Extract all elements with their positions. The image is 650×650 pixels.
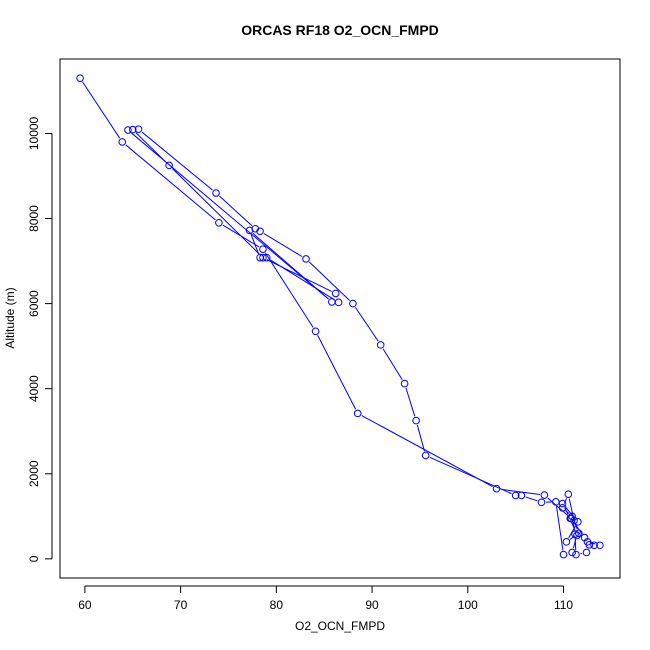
data-point (568, 512, 576, 521)
series-line-segment (308, 261, 351, 301)
series-line-segment (547, 497, 569, 516)
data-point (376, 341, 385, 349)
data-point (582, 548, 591, 557)
data-point (573, 531, 581, 540)
data-point (590, 541, 598, 550)
data-point (558, 504, 567, 512)
x-tick-label: 100 (458, 598, 478, 612)
series-line-segment (525, 496, 538, 502)
data-point (259, 253, 267, 262)
x-tick-label: 90 (365, 598, 379, 612)
data-point (568, 548, 576, 557)
data-point (575, 529, 583, 538)
series-line-segment (382, 348, 403, 381)
data-point (331, 289, 340, 298)
y-tick-label: 4000 (27, 375, 41, 402)
x-tick-label: 80 (270, 598, 284, 612)
data-point (570, 516, 578, 525)
data-point (128, 125, 137, 134)
data-point (564, 490, 573, 498)
data-point (302, 255, 310, 263)
y-axis-label: Altitude (m) (3, 287, 17, 348)
data-point (165, 161, 173, 170)
y-tick-label: 2000 (27, 460, 41, 487)
data-point (585, 541, 594, 549)
data-point (421, 451, 430, 460)
x-tick-label: 110 (554, 598, 573, 612)
data-point (212, 189, 220, 197)
series-line-segment (572, 539, 577, 549)
series-line-segment (82, 81, 121, 139)
series-line-segment (416, 424, 425, 452)
data-point (540, 491, 549, 499)
series-line-segment (355, 307, 379, 342)
x-tick-label: 60 (78, 598, 92, 612)
series-line-segment (556, 506, 564, 551)
series-line-segment (564, 507, 569, 515)
series-line-segment (575, 524, 578, 530)
series-line-segment (171, 168, 261, 255)
data-point (572, 550, 580, 559)
series-line-segment (569, 535, 576, 540)
x-tick-label: 70 (174, 598, 188, 612)
x-axis: 60 70 80 90 100 110 (78, 585, 573, 612)
data-point (334, 298, 343, 307)
series-line-segment (361, 415, 493, 487)
data-point (349, 299, 357, 308)
y-tick-label: 0 (27, 555, 41, 562)
data-point (596, 541, 604, 550)
series-line-segment (571, 522, 576, 532)
data-point (517, 491, 526, 500)
data-point (215, 218, 223, 227)
series-line-segment (405, 387, 416, 417)
series-line-segment (125, 144, 216, 221)
series-layer (76, 74, 604, 559)
data-point (558, 499, 567, 508)
chart-title: ORCAS RF18 O2_OCN_FMPD (241, 22, 439, 38)
series-line-segment (270, 259, 336, 301)
series-line-segment (317, 335, 357, 410)
data-point (311, 327, 320, 336)
y-tick-label: 8000 (27, 205, 41, 232)
series-line-segment (263, 233, 303, 258)
data-point (412, 416, 420, 425)
data-point (492, 484, 501, 493)
series-line-segment (563, 498, 568, 504)
data-point (118, 138, 127, 146)
series-line-segment (141, 131, 213, 191)
series-line-segment (131, 132, 329, 300)
data-point (574, 518, 582, 526)
data-point (559, 550, 568, 559)
data-point (562, 538, 571, 546)
data-point (537, 498, 546, 507)
data-point (259, 245, 267, 253)
data-point (256, 253, 264, 262)
y-axis: 0 2000 4000 6000 8000 10000 (27, 116, 53, 562)
data-point (571, 530, 579, 538)
data-point (552, 498, 560, 506)
series-line-segment (264, 252, 314, 328)
y-tick-label: 10000 (27, 116, 41, 150)
data-point (76, 74, 84, 82)
data-point (511, 491, 520, 500)
data-point (124, 126, 132, 134)
y-tick-label: 6000 (27, 290, 41, 317)
data-point (353, 409, 362, 418)
data-point (566, 514, 575, 523)
data-point (328, 298, 336, 306)
x-axis-label: O2_OCN_FMPD (295, 619, 385, 633)
series-line-segment (219, 195, 253, 227)
series-line-segment (429, 456, 512, 495)
data-point (400, 379, 409, 388)
data-point (134, 125, 143, 133)
plot-frame (59, 58, 621, 579)
data-point (245, 226, 254, 235)
series-line-segment (250, 234, 259, 254)
